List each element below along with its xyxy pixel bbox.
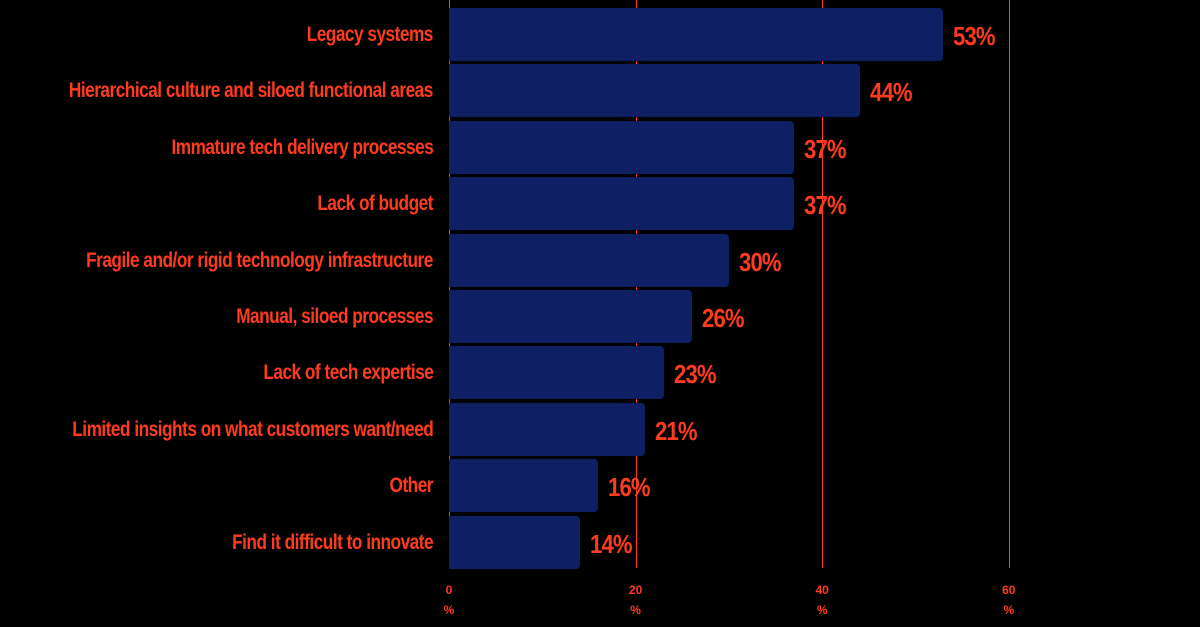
bar-row: Lack of budget 37% xyxy=(0,177,1200,231)
bar-row: Legacy systems 53% xyxy=(0,8,1200,61)
tick-unit: % xyxy=(630,603,641,617)
bar xyxy=(449,64,860,118)
bar-row: Immature tech delivery processes 37% xyxy=(0,120,1200,174)
bar xyxy=(449,177,795,231)
gridline xyxy=(1008,0,1010,568)
tick-value: 60 xyxy=(1002,583,1016,597)
bar-row: Fragile and/or rigid technology infrastr… xyxy=(0,233,1200,287)
category-label: Limited insights on what customers want/… xyxy=(71,417,434,441)
value-label: 16% xyxy=(608,472,651,503)
x-tick-label: 20% xyxy=(621,580,651,620)
x-tick-label: 0% xyxy=(434,580,464,620)
value-label: 44% xyxy=(869,77,913,108)
value-label: 14% xyxy=(589,528,633,559)
bar xyxy=(449,233,729,287)
tick-value: 40 xyxy=(815,583,829,597)
category-label: Other xyxy=(389,474,434,498)
bar-row: Find it difficult to innovate 14% xyxy=(0,515,1200,569)
x-tick-label: 40% xyxy=(807,580,837,620)
gridline xyxy=(822,0,824,568)
category-label: Immature tech delivery processes xyxy=(171,135,433,159)
category-label: Lack of budget xyxy=(317,192,433,216)
bar xyxy=(449,8,944,61)
category-label: Manual, siloed processes xyxy=(236,305,433,328)
bar xyxy=(449,459,599,513)
tick-value: 20 xyxy=(628,583,643,597)
tick-unit: % xyxy=(1003,603,1015,617)
tick-unit: % xyxy=(816,603,828,617)
bar-row: Manual, siloed processes 26% xyxy=(0,290,1200,343)
bar xyxy=(449,120,795,174)
category-label: Fragile and/or rigid technology infrastr… xyxy=(86,248,433,272)
tick-unit: % xyxy=(443,603,455,617)
category-label: Find it difficult to innovate xyxy=(232,530,433,554)
category-label: Lack of tech expertise xyxy=(262,361,434,385)
category-label: Legacy systems xyxy=(306,23,434,46)
value-label: 21% xyxy=(654,415,698,446)
category-label: Hierarchical culture and siloed function… xyxy=(69,79,433,103)
tick-value: 0 xyxy=(445,583,453,597)
bar-row: Limited insights on what customers want/… xyxy=(0,402,1200,456)
value-label: 26% xyxy=(701,303,745,333)
value-label: 53% xyxy=(953,21,996,51)
bar xyxy=(449,290,692,343)
bar-row: Lack of tech expertise 23% xyxy=(0,346,1200,400)
x-tick-label: 60% xyxy=(994,580,1024,620)
bar xyxy=(449,515,580,569)
value-label: 37% xyxy=(804,133,847,164)
value-label: 30% xyxy=(738,246,782,277)
bar xyxy=(449,346,664,400)
bar-row: Other 16% xyxy=(0,459,1200,513)
bar xyxy=(449,402,645,456)
value-label: 37% xyxy=(804,190,847,221)
bar-row: Hierarchical culture and siloed function… xyxy=(0,64,1200,118)
value-label: 23% xyxy=(673,359,717,390)
